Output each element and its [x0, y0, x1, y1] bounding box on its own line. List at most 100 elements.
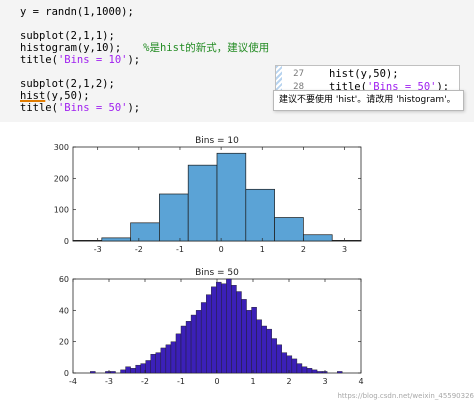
x-tick-label: -1 — [177, 377, 185, 386]
histogram-bar — [245, 188, 275, 242]
code-line-2[interactable]: subplot(2,1,1); — [20, 30, 115, 42]
y-tick-label: 100 — [54, 206, 69, 215]
code-string: 'Bins = 50' — [57, 102, 128, 114]
histogram-bar — [301, 366, 308, 374]
warning-tooltip: 建议不要使用 'hist'。请改用 'histogram'。 — [273, 90, 464, 111]
x-tick-label: 4 — [358, 377, 363, 386]
x-tick-label: 3 — [322, 377, 327, 386]
histogram-bar — [226, 278, 232, 374]
histogram-bar — [216, 152, 247, 242]
histogram-bar — [221, 283, 227, 374]
watermark: https://blog.csdn.net/weixin_45590326 — [337, 392, 474, 400]
histogram-bar — [286, 355, 293, 374]
histogram-bar — [160, 347, 167, 374]
code-line-4[interactable]: title('Bins = 10'); — [20, 54, 141, 66]
histogram-bar — [200, 302, 207, 374]
histogram-bar — [135, 364, 141, 374]
histogram-bar — [101, 237, 131, 242]
code-line-5[interactable]: subplot(2,1,2); — [20, 78, 115, 90]
x-tick-label: 2 — [286, 377, 291, 386]
code-line-6[interactable]: hist(y,50); — [20, 90, 90, 102]
x-tick-label: 0 — [214, 377, 219, 386]
histogram-bar — [125, 366, 131, 374]
popup-stripe — [276, 66, 282, 93]
x-tick-label: -4 — [69, 377, 77, 386]
histogram-bar — [251, 306, 257, 374]
histogram-bar — [241, 299, 247, 374]
histogram-bar — [291, 358, 298, 374]
histogram-bar — [311, 369, 318, 374]
histogram-bar — [337, 371, 343, 374]
y-tick-label: 0 — [64, 237, 69, 246]
y-tick-label: 0 — [64, 369, 69, 378]
x-tick-label: 1 — [260, 245, 265, 254]
histogram-bar — [90, 371, 96, 374]
histogram-bar — [105, 371, 111, 374]
y-tick-label: 20 — [59, 338, 69, 347]
histogram-bar — [205, 294, 212, 374]
histogram-bar — [130, 368, 136, 374]
x-tick-label: 1 — [250, 377, 255, 386]
histogram-bar — [150, 353, 156, 374]
x-tick-label: 3 — [342, 245, 347, 254]
histogram-bar — [155, 352, 162, 374]
x-tick-label: -3 — [105, 377, 113, 386]
histogram-bar — [271, 338, 277, 374]
histogram-bar — [266, 328, 272, 374]
x-tick-label: -3 — [94, 245, 102, 254]
histogram-bar — [165, 344, 172, 374]
axes-title: Bins = 10 — [195, 136, 239, 146]
histogram-bar — [316, 371, 323, 374]
histogram-bar — [281, 352, 288, 374]
histogram-bar — [211, 286, 217, 374]
x-tick-label: -2 — [135, 245, 143, 254]
histogram-bar — [236, 291, 242, 374]
line-number: 28 — [293, 82, 304, 92]
warning-highlight[interactable]: hist — [20, 90, 46, 102]
y-tick-label: 300 — [54, 143, 69, 152]
histogram-bar — [331, 240, 362, 242]
histogram-bar — [296, 363, 303, 374]
histogram-bar — [261, 325, 267, 374]
y-tick-label: 60 — [59, 275, 69, 284]
histogram-bar — [120, 369, 126, 374]
x-tick-label: 2 — [301, 245, 306, 254]
y-tick-label: 200 — [54, 174, 69, 183]
code-comment: %是hist的新式，建议使用 — [143, 42, 270, 54]
histogram-bar — [246, 310, 252, 374]
histogram-bar — [256, 319, 262, 374]
histogram-bar — [274, 217, 304, 242]
histogram-bar — [190, 314, 197, 374]
line-number: 27 — [293, 69, 304, 79]
x-tick-label: 0 — [219, 245, 224, 254]
histogram-bar — [159, 193, 189, 242]
histogram-bar — [195, 310, 202, 374]
code-line-3[interactable]: histogram(y,10); %是hist的新式，建议使用 — [20, 42, 270, 54]
code-line-7[interactable]: title('Bins = 50'); — [20, 102, 141, 114]
histogram-bar — [306, 368, 313, 374]
histogram-bar — [185, 321, 192, 374]
popup-code-line: hist(y,50); — [329, 68, 399, 80]
histogram-bar — [170, 341, 177, 374]
histogram-bar — [231, 285, 237, 374]
y-tick-label: 40 — [59, 306, 69, 315]
code-editor[interactable]: y = randn(1,1000); subplot(2,1,1); histo… — [0, 0, 474, 122]
histogram-bar — [303, 234, 333, 242]
histogram-axes-bins-10: -3 -2 -1 0 1 2 3 0 100 200 300 Bins = 10 — [54, 136, 362, 254]
code-line-1[interactable]: y = randn(1,1000); — [20, 6, 134, 18]
x-tick-label: -1 — [176, 245, 184, 254]
histogram-bar — [180, 325, 187, 374]
histogram-bar — [216, 281, 222, 374]
histogram-bar — [187, 164, 218, 242]
code-string: 'Bins = 10' — [57, 54, 128, 66]
histogram-bar — [130, 222, 160, 242]
axes-title: Bins = 50 — [195, 268, 239, 278]
histogram-bar — [145, 360, 151, 374]
histogram-bar — [175, 333, 182, 374]
histogram-bar — [276, 344, 283, 374]
histogram-bar — [321, 371, 328, 374]
histogram-bar — [110, 371, 116, 374]
x-tick-label: -2 — [141, 377, 149, 386]
